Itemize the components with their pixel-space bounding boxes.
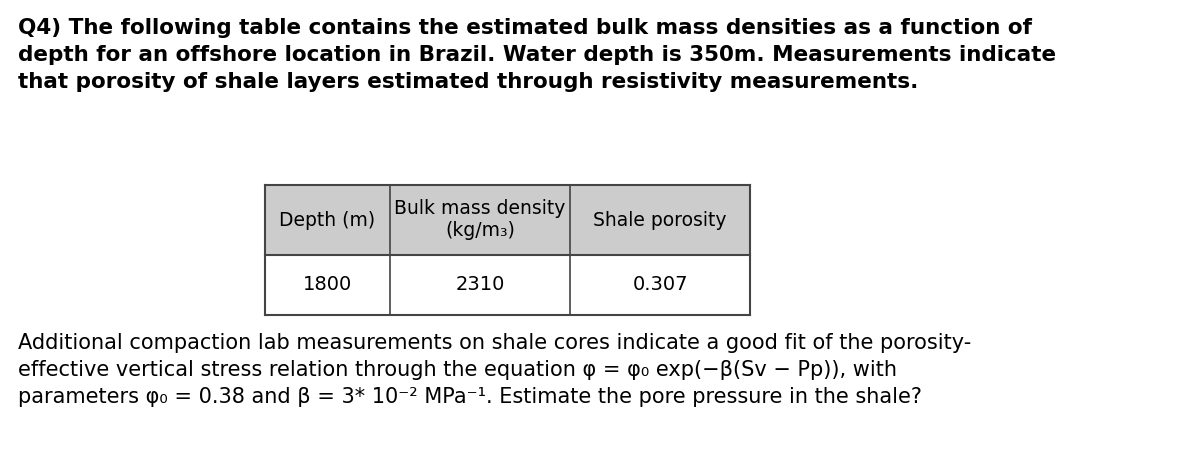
Text: 2310: 2310 [455, 276, 505, 294]
Text: Q4) The following table contains the estimated bulk mass densities as a function: Q4) The following table contains the est… [18, 18, 1056, 93]
Text: Shale porosity: Shale porosity [593, 210, 727, 229]
Text: Depth (m): Depth (m) [280, 210, 376, 229]
Text: Additional compaction lab measurements on shale cores indicate a good fit of the: Additional compaction lab measurements o… [18, 333, 971, 353]
Text: 0.307: 0.307 [632, 276, 688, 294]
Text: 1800: 1800 [302, 276, 352, 294]
Bar [265, 255, 750, 315]
Bar [265, 185, 750, 255]
Text: parameters φ₀ = 0.38 and β = 3* 10⁻² MPa⁻¹. Estimate the pore pressure in the sh: parameters φ₀ = 0.38 and β = 3* 10⁻² MPa… [18, 387, 922, 407]
Text: effective vertical stress relation through the equation φ = φ₀ exp(−β(Sv − Pp)),: effective vertical stress relation throu… [18, 360, 898, 380]
Text: Bulk mass density
(kg/m₃): Bulk mass density (kg/m₃) [395, 200, 565, 240]
